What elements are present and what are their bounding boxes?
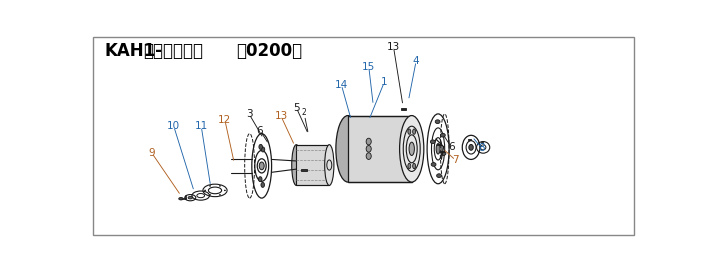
Ellipse shape bbox=[224, 190, 225, 191]
Ellipse shape bbox=[188, 197, 192, 199]
Ellipse shape bbox=[409, 142, 414, 156]
Text: 12: 12 bbox=[218, 115, 232, 125]
Bar bbox=[468, 139, 471, 140]
Ellipse shape bbox=[441, 152, 446, 156]
Ellipse shape bbox=[291, 145, 301, 185]
Ellipse shape bbox=[366, 138, 372, 145]
Ellipse shape bbox=[336, 116, 360, 182]
Text: 1: 1 bbox=[381, 77, 388, 87]
Ellipse shape bbox=[431, 163, 436, 166]
Text: 马达部件清单: 马达部件清单 bbox=[143, 42, 203, 60]
Bar bbox=[481, 142, 483, 143]
Ellipse shape bbox=[205, 190, 206, 191]
Ellipse shape bbox=[219, 194, 220, 195]
Ellipse shape bbox=[259, 162, 264, 170]
Ellipse shape bbox=[437, 174, 442, 177]
Text: 3: 3 bbox=[246, 109, 252, 119]
Ellipse shape bbox=[400, 116, 424, 182]
Ellipse shape bbox=[219, 185, 220, 186]
Text: 【0200】: 【0200】 bbox=[236, 42, 302, 60]
Text: 6: 6 bbox=[448, 142, 454, 152]
Ellipse shape bbox=[259, 177, 262, 182]
Ellipse shape bbox=[435, 120, 440, 124]
Text: 5: 5 bbox=[293, 103, 300, 113]
Text: KAH1-: KAH1- bbox=[104, 42, 162, 60]
Ellipse shape bbox=[408, 129, 411, 134]
Ellipse shape bbox=[325, 145, 334, 185]
Bar bbox=[401, 109, 406, 110]
Text: 13: 13 bbox=[387, 42, 400, 52]
Ellipse shape bbox=[366, 146, 372, 152]
Bar bbox=[301, 169, 307, 171]
Ellipse shape bbox=[210, 185, 211, 186]
Text: 13: 13 bbox=[274, 111, 288, 121]
Ellipse shape bbox=[261, 147, 264, 152]
Text: 15: 15 bbox=[362, 62, 376, 72]
Text: 10: 10 bbox=[167, 122, 180, 131]
Ellipse shape bbox=[436, 144, 440, 154]
Ellipse shape bbox=[430, 140, 435, 144]
Ellipse shape bbox=[259, 144, 262, 149]
Ellipse shape bbox=[261, 182, 264, 187]
Ellipse shape bbox=[210, 194, 211, 195]
Text: 7: 7 bbox=[452, 155, 459, 165]
Text: 6: 6 bbox=[257, 126, 263, 136]
Text: 9: 9 bbox=[148, 148, 155, 158]
Text: 8: 8 bbox=[478, 143, 485, 153]
Ellipse shape bbox=[179, 197, 183, 200]
Ellipse shape bbox=[440, 133, 445, 137]
Ellipse shape bbox=[469, 144, 474, 150]
Bar bbox=[348, 116, 412, 182]
Bar bbox=[437, 144, 442, 145]
Text: 14: 14 bbox=[335, 80, 348, 90]
Ellipse shape bbox=[366, 153, 372, 159]
Ellipse shape bbox=[413, 129, 415, 134]
Bar bbox=[440, 151, 444, 152]
Text: 4: 4 bbox=[413, 56, 420, 66]
Bar bbox=[296, 145, 329, 185]
Text: 2: 2 bbox=[301, 108, 306, 117]
Ellipse shape bbox=[408, 163, 411, 169]
Text: 11: 11 bbox=[195, 122, 208, 131]
Ellipse shape bbox=[413, 163, 415, 169]
